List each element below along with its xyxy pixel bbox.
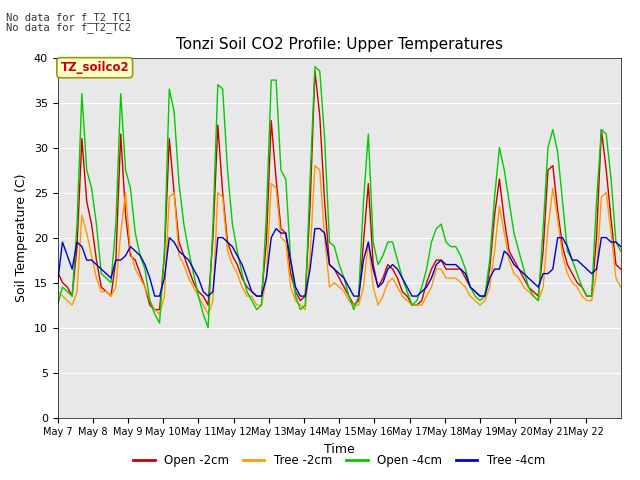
Tree -4cm [175, 248, 183, 254]
Tree -2cm [311, 163, 319, 168]
Open -4cm [617, 248, 625, 254]
Open -2cm [311, 68, 319, 74]
Tree -2cm [189, 284, 197, 290]
Tree -2cm [316, 167, 324, 173]
Open -4cm [311, 64, 319, 70]
Tree -4cm [54, 280, 61, 286]
Open -4cm [588, 293, 595, 299]
Tree -4cm [165, 235, 173, 240]
Tree -4cm [189, 266, 197, 272]
Tree -4cm [588, 271, 595, 276]
Tree -4cm [617, 244, 625, 250]
Open -2cm [588, 293, 595, 299]
Open -4cm [316, 68, 324, 74]
Line: Open -2cm: Open -2cm [58, 71, 621, 310]
Tree -2cm [588, 298, 595, 303]
Open -4cm [161, 248, 168, 254]
Open -4cm [204, 324, 212, 330]
Tree -2cm [156, 311, 163, 317]
Line: Tree -2cm: Tree -2cm [58, 166, 621, 314]
Open -2cm [316, 113, 324, 119]
Tree -2cm [54, 288, 61, 294]
Open -4cm [209, 221, 217, 227]
Text: TZ_soilco2: TZ_soilco2 [60, 61, 129, 74]
Tree -4cm [151, 293, 159, 299]
X-axis label: Time: Time [324, 443, 355, 456]
Text: No data for f_T2_TC2: No data for f_T2_TC2 [6, 22, 131, 33]
Text: No data for f_T2_TC1: No data for f_T2_TC1 [6, 12, 131, 23]
Title: Tonzi Soil CO2 Profile: Upper Temperatures: Tonzi Soil CO2 Profile: Upper Temperatur… [176, 37, 502, 52]
Tree -4cm [272, 226, 280, 231]
Open -2cm [189, 280, 197, 286]
Open -2cm [54, 269, 61, 275]
Tree -2cm [175, 252, 183, 258]
Tree -2cm [209, 298, 217, 303]
Legend: Open -2cm, Tree -2cm, Open -4cm, Tree -4cm: Open -2cm, Tree -2cm, Open -4cm, Tree -4… [129, 449, 550, 472]
Tree -2cm [617, 284, 625, 290]
Open -4cm [170, 109, 178, 115]
Open -2cm [151, 307, 159, 312]
Open -2cm [209, 235, 217, 240]
Line: Open -4cm: Open -4cm [58, 67, 621, 327]
Open -2cm [175, 239, 183, 245]
Tree -2cm [165, 194, 173, 200]
Line: Tree -4cm: Tree -4cm [58, 228, 621, 296]
Open -4cm [54, 302, 61, 308]
Open -2cm [617, 266, 625, 272]
Tree -4cm [209, 288, 217, 294]
Open -2cm [165, 136, 173, 142]
Tree -4cm [316, 226, 324, 231]
Y-axis label: Soil Temperature (C): Soil Temperature (C) [15, 173, 28, 302]
Open -4cm [185, 248, 193, 254]
